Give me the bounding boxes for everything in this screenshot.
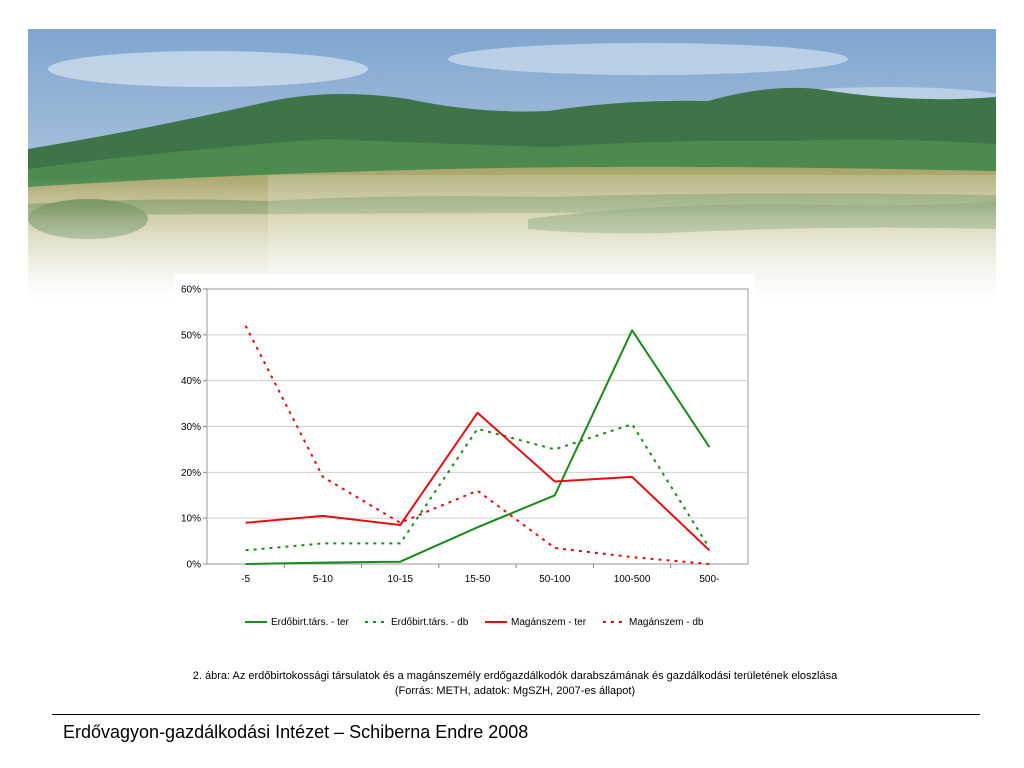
- landscape-photo: [28, 29, 996, 299]
- legend-entry: Magánszem - ter: [511, 617, 587, 628]
- x-tick-label: 50-100: [539, 574, 571, 585]
- x-tick-label: 100-500: [614, 574, 651, 585]
- line-chart: 0% 10% 20% 30% 40% 50% 60% -5 5-10 10-15 15-50 50-…: [181, 285, 749, 628]
- x-tick-label: 10-15: [387, 574, 413, 585]
- footer-divider: [52, 714, 980, 715]
- caption-line-1: 2. ábra: Az erdőbirtokossági társulatok …: [192, 670, 838, 682]
- x-axis-ticks: -5 5-10 10-15 15-50 50-100 100-500 500-: [241, 564, 719, 585]
- y-tick-label: 10%: [181, 514, 201, 525]
- y-tick-label: 40%: [181, 376, 201, 387]
- y-tick-label: 20%: [181, 468, 201, 479]
- x-tick-label: 5-10: [313, 574, 333, 585]
- gridlines: [207, 334, 748, 519]
- legend-entry: Erdőbirt.társ. - ter: [271, 617, 349, 628]
- caption-line-2: (Forrás: METH, adatok: MgSZH, 2007-es ál…: [394, 685, 636, 697]
- legend: Erdőbirt.társ. - ter Erdőbirt.társ. - db M…: [245, 617, 704, 628]
- legend-entry: Erdőbirt.társ. - db: [391, 617, 469, 628]
- y-tick-label: 30%: [181, 422, 201, 433]
- chart-panel: 0% 10% 20% 30% 40% 50% 60% -5 5-10 10-15 15-50 50-…: [175, 274, 755, 644]
- footer-title: Erdővagyon-gazdálkodási Intézet – Schibe…: [63, 722, 529, 742]
- y-tick-label: 50%: [181, 330, 201, 341]
- y-tick-label: 0%: [187, 560, 202, 571]
- series-line-3: [245, 411, 711, 552]
- landscape-banner: [28, 29, 996, 299]
- y-axis-ticks: 0% 10% 20% 30% 40% 50% 60%: [181, 285, 207, 571]
- x-tick-label: 500-: [699, 574, 719, 585]
- series-lines: [244, 325, 711, 565]
- series-line-1: [245, 329, 711, 565]
- figure-caption: 2. ábra: Az erdőbirtokossági társulatok …: [60, 669, 970, 699]
- x-tick-label: -5: [241, 574, 250, 585]
- series-line-4: [244, 325, 710, 565]
- y-tick-label: 60%: [181, 285, 201, 296]
- legend-entry: Magánszem - db: [629, 617, 704, 628]
- x-tick-label: 15-50: [465, 574, 491, 585]
